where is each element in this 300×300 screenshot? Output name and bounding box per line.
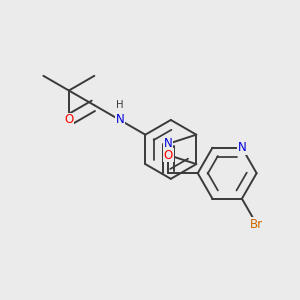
Text: N: N <box>164 137 173 150</box>
Text: N: N <box>116 113 124 127</box>
Text: N: N <box>238 141 246 154</box>
Text: H: H <box>116 100 124 110</box>
Text: Br: Br <box>250 218 263 231</box>
Text: O: O <box>164 148 173 161</box>
Text: O: O <box>64 113 74 127</box>
